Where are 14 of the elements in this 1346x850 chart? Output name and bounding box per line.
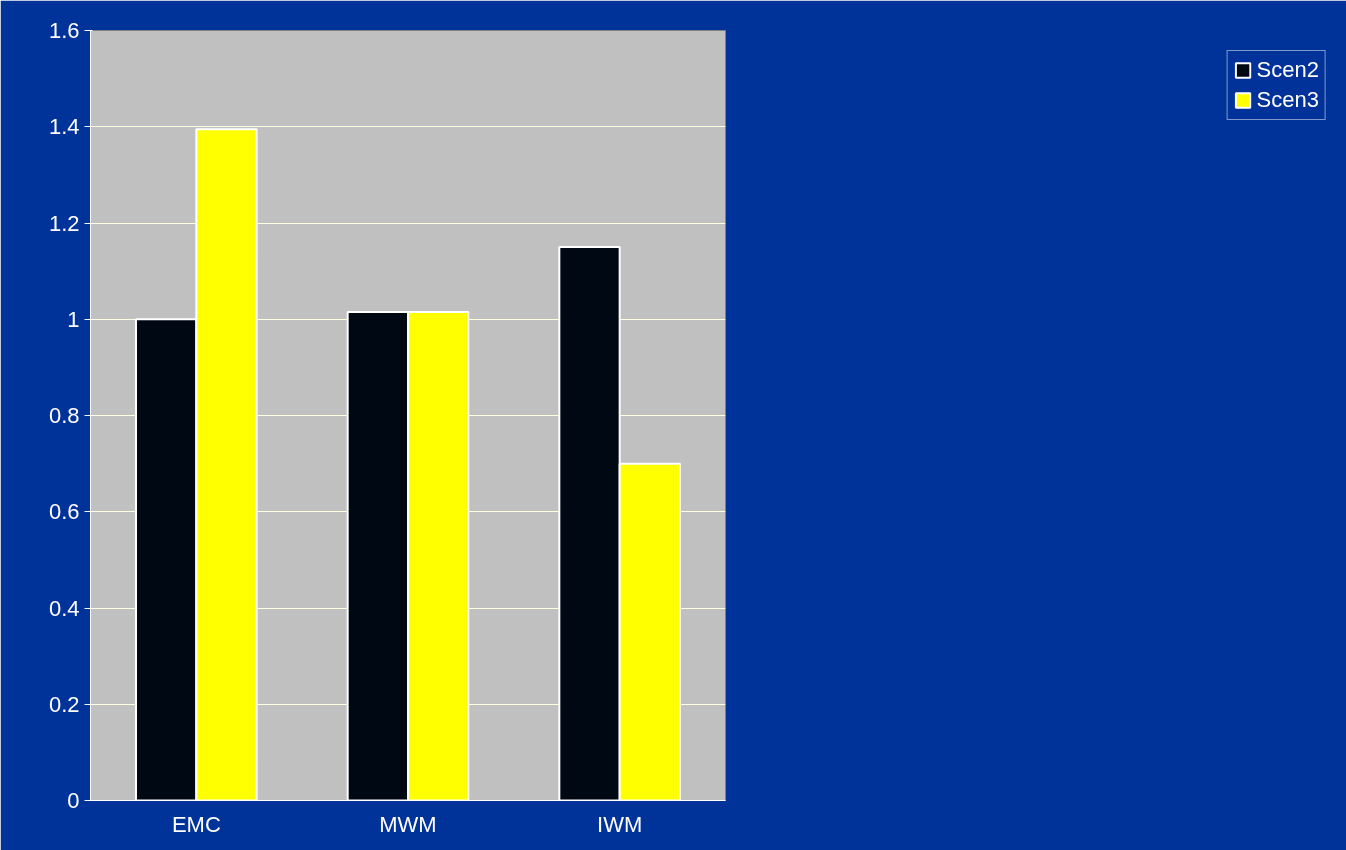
y-tick-label: 1.6 (48, 18, 80, 43)
y-tick-label: 1.4 (48, 114, 80, 140)
y-tick-label: 1.2 (48, 210, 80, 236)
y-tick-label: 0.4 (48, 595, 80, 621)
y-tick-label: 0 (67, 788, 80, 813)
y-tick-label: 0.6 (48, 499, 80, 525)
x-tick-label: IWM (597, 811, 643, 837)
y-tick-label: 1 (67, 306, 80, 332)
legend-label: Scen2 (1256, 57, 1319, 83)
y-tick-label: 0.8 (48, 403, 80, 428)
legend-label: Scen3 (1256, 87, 1319, 113)
x-tick-label: EMC (171, 811, 221, 837)
x-tick-label: MWM (379, 811, 437, 837)
y-tick-label: 0.2 (48, 691, 80, 717)
